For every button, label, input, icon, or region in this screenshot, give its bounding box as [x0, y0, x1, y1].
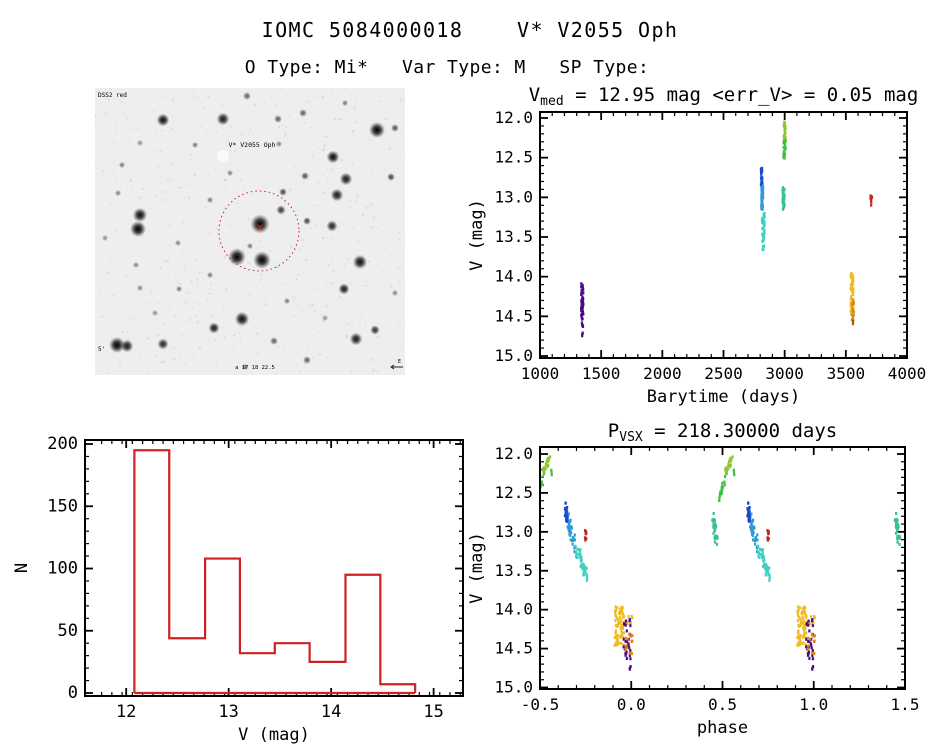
svg-text:12.0: 12.0: [494, 444, 533, 463]
svg-text:15.0: 15.0: [494, 678, 533, 697]
svg-text:12.5: 12.5: [494, 483, 533, 502]
lightcurve-svg: 1000 1500 2000 2500 3000 3500 4000 12.0 12.5 13.0…: [467, 84, 926, 407]
svg-text:2000: 2000: [643, 364, 682, 383]
svg-text:13.5: 13.5: [494, 561, 533, 580]
svg-text:12.0: 12.0: [494, 108, 533, 127]
scale-label: 5': [98, 346, 105, 353]
page-subtitle: O Type: Mi* Var Type: M SP Type:: [244, 57, 650, 78]
svg-text:200: 200: [47, 434, 78, 454]
svg-text:1.5: 1.5: [891, 695, 920, 714]
histogram-outline: [133, 449, 417, 693]
svg-text:150: 150: [47, 496, 78, 516]
finder-chart: DSS2 red V* V2055 Oph 5' a 17 18 22.5 E: [93, 87, 414, 376]
east-arrow-icon: [390, 364, 403, 370]
axes: [539, 446, 906, 690]
svg-text:13.0: 13.0: [494, 522, 533, 541]
x-axis-label: V (mag): [238, 725, 310, 745]
data-points: [541, 455, 902, 671]
finder-chart-svg: DSS2 red V* V2055 Oph 5' a 17 18 22.5 E: [93, 87, 414, 376]
svg-text:14.0: 14.0: [494, 267, 533, 286]
svg-text:1.0: 1.0: [799, 695, 828, 714]
svg-text:14.0: 14.0: [494, 600, 533, 619]
svg-text:0.0: 0.0: [617, 695, 646, 714]
svg-text:15.0: 15.0: [494, 346, 533, 365]
svg-text:15: 15: [423, 702, 443, 722]
svg-text:13.0: 13.0: [494, 187, 533, 206]
tick-labels: 1000 1500 2000 2500 3000 3500 4000 12.0 12.5 13.0…: [494, 108, 926, 383]
tick-labels: -0.5 0.0 0.5 1.0 1.5 12.0 12.5 13.0 13.5 14.0 14.5…: [494, 444, 919, 714]
coord-label: a 17 18 22.5: [235, 365, 275, 371]
svg-text:14.5: 14.5: [494, 639, 533, 658]
svg-text:0: 0: [68, 683, 78, 703]
target-circle: [218, 190, 300, 272]
svg-text:-0.5: -0.5: [521, 695, 560, 714]
svg-text:2500: 2500: [704, 364, 743, 383]
y-axis-label: N: [12, 563, 32, 573]
data-points: [580, 120, 874, 338]
plot-title: PVSX = 218.30000 days: [608, 420, 837, 445]
svg-text:14: 14: [321, 702, 341, 722]
svg-text:100: 100: [47, 559, 78, 579]
y-axis-label: V (mag): [467, 532, 487, 604]
y-axis-label: V (mag): [467, 199, 487, 271]
phase-plot: -0.5 0.0 0.5 1.0 1.5 12.0 12.5 13.0 13.5 14.0 14.5…: [440, 418, 944, 747]
svg-text:4000: 4000: [888, 364, 927, 383]
svg-text:12.5: 12.5: [494, 148, 533, 167]
histogram-plot: 12 13 14 15 0 50 100 150 200 V (mag) N: [10, 425, 480, 747]
svg-text:3500: 3500: [827, 364, 866, 383]
x-axis-label: Barytime (days): [647, 387, 801, 407]
target-label: V* V2055 Oph: [229, 141, 276, 149]
svg-text:14.5: 14.5: [494, 306, 533, 325]
axes: [539, 111, 908, 359]
svg-text:50: 50: [58, 621, 78, 641]
svg-text:12: 12: [116, 702, 136, 722]
survey-label: DSS2 red: [98, 92, 127, 99]
plot-title: Vmed = 12.95 mag <err_V> = 0.05 mag: [529, 84, 919, 109]
svg-text:0.5: 0.5: [708, 695, 737, 714]
phase-svg: -0.5 0.0 0.5 1.0 1.5 12.0 12.5 13.0 13.5 14.0 14.5…: [467, 420, 919, 738]
svg-text:13.5: 13.5: [494, 227, 533, 246]
svg-text:1500: 1500: [582, 364, 621, 383]
svg-text:3000: 3000: [765, 364, 804, 383]
lightcurve-plot: 1000 1500 2000 2500 3000 3500 4000 12.0 12.5 13.0…: [440, 84, 944, 416]
x-axis-label: phase: [697, 718, 748, 738]
svg-text:1000: 1000: [521, 364, 560, 383]
target-cross-icon: [257, 224, 263, 230]
stars: [101, 92, 414, 371]
background-noise: [93, 87, 406, 376]
white-patch: [217, 150, 229, 162]
svg-text:13: 13: [218, 702, 238, 722]
page-title: IOMC 5084000018 V* V2055 Oph: [261, 18, 679, 42]
east-label: E: [398, 359, 401, 365]
axes: [84, 439, 464, 697]
